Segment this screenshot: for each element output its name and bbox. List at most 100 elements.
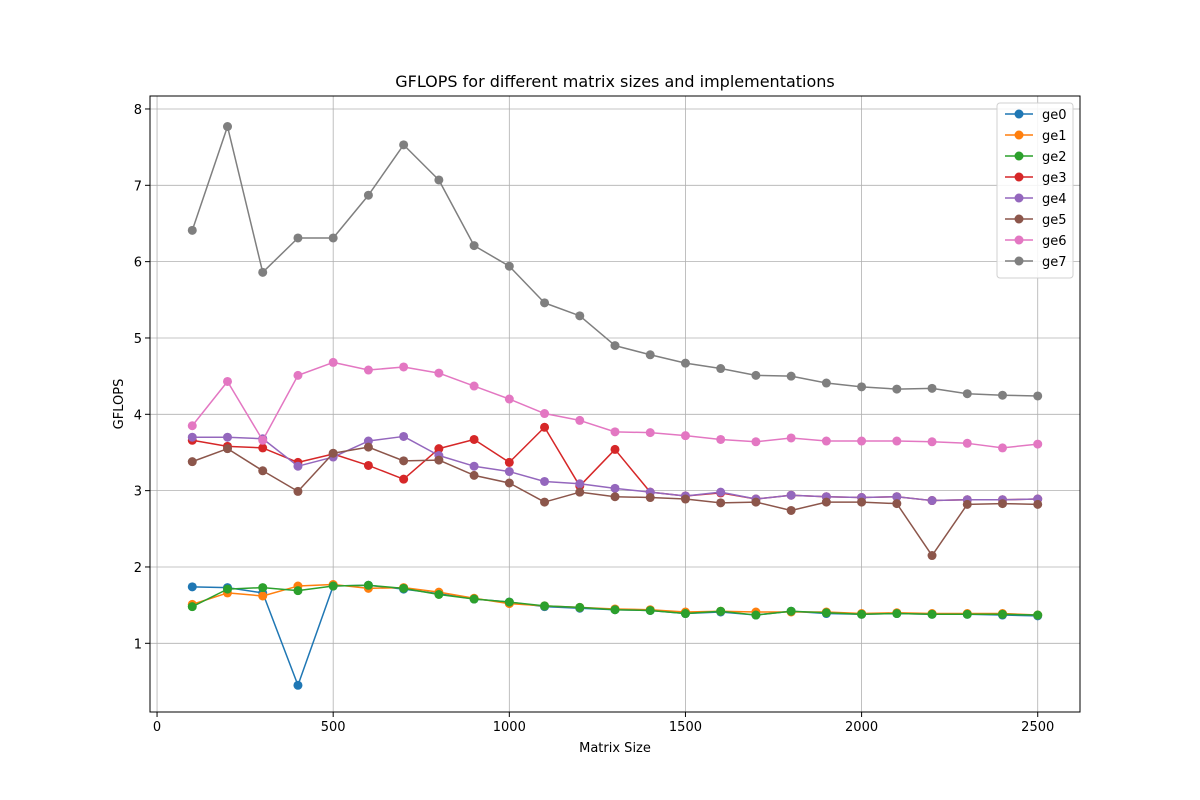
legend-item-ge7: ge7	[1005, 255, 1067, 270]
data-point-ge5	[223, 444, 232, 454]
data-point-ge6	[927, 437, 937, 447]
data-point-ge4	[187, 432, 197, 442]
data-point-ge5	[293, 486, 303, 496]
legend-swatch-marker	[1014, 109, 1024, 119]
data-point-ge4	[575, 479, 585, 489]
data-point-ge6	[821, 436, 831, 446]
data-point-ge1	[258, 591, 268, 601]
legend-swatch-marker	[1014, 256, 1024, 266]
data-point-ge2	[258, 583, 268, 593]
y-tick-label: 4	[134, 408, 142, 423]
data-point-ge2	[575, 602, 585, 612]
data-point-ge2	[892, 609, 902, 619]
data-point-ge0	[187, 582, 197, 592]
data-point-ge5	[821, 497, 831, 507]
data-point-ge7	[821, 378, 831, 388]
data-point-ge7	[962, 389, 972, 399]
data-point-ge5	[751, 497, 761, 507]
data-point-ge7	[469, 241, 479, 251]
legend-item-ge5: ge5	[1005, 213, 1067, 228]
legend-item-ge6: ge6	[1005, 234, 1067, 249]
data-point-ge2	[680, 609, 690, 619]
data-point-ge6	[399, 362, 409, 372]
data-point-ge7	[786, 371, 796, 381]
data-point-ge6	[328, 357, 338, 367]
data-point-ge2	[187, 602, 197, 612]
data-point-ge5	[962, 499, 972, 509]
y-axis: 1 2 3 4 5 6 7 8	[134, 103, 150, 652]
y-tick-label: 5	[134, 332, 142, 347]
y-tick-label: 2	[134, 561, 142, 576]
data-point-ge7	[328, 233, 338, 243]
data-point-ge6	[187, 421, 197, 431]
legend-label: ge0	[1042, 108, 1067, 123]
data-point-ge6	[223, 376, 232, 386]
data-point-ge6	[645, 428, 655, 438]
data-point-ge5	[927, 551, 937, 561]
series-ge7	[187, 122, 1043, 401]
data-point-ge5	[610, 492, 620, 502]
data-point-ge3	[258, 443, 268, 453]
legend-swatch-marker	[1014, 235, 1024, 245]
data-point-ge6	[293, 370, 303, 380]
data-point-ge6	[962, 438, 972, 448]
x-tick-label: 1000	[493, 720, 526, 735]
data-point-ge5	[998, 499, 1007, 509]
data-point-ge5	[1033, 499, 1043, 509]
legend-label: ge2	[1042, 150, 1067, 165]
data-point-ge7	[223, 122, 232, 132]
data-point-ge4	[504, 467, 514, 477]
data-point-ge4	[540, 476, 550, 486]
data-point-ge2	[399, 583, 409, 593]
data-point-ge2	[610, 605, 620, 615]
legend-label: ge7	[1042, 255, 1067, 270]
data-point-ge6	[1033, 439, 1043, 449]
data-point-ge3	[610, 444, 620, 454]
data-point-ge7	[258, 267, 268, 277]
data-point-ge3	[363, 460, 373, 470]
data-point-ge2	[504, 597, 514, 607]
data-point-ge7	[504, 261, 514, 271]
y-tick-label: 6	[134, 256, 142, 271]
x-tick-label: 500	[321, 720, 346, 735]
x-axis-label: Matrix Size	[579, 741, 651, 756]
data-point-ge6	[540, 409, 550, 419]
data-point-ge7	[927, 383, 937, 393]
data-point-ge2	[998, 609, 1007, 619]
data-point-ge5	[575, 487, 585, 497]
data-point-ge2	[645, 605, 655, 615]
legend: ge0 ge1 ge2 ge3 ge4 ge5 ge6 ge7	[996, 102, 1074, 279]
y-tick-label: 7	[134, 179, 142, 194]
data-point-ge4	[399, 431, 409, 441]
data-point-ge4	[223, 432, 232, 442]
data-point-ge6	[751, 437, 761, 447]
data-point-ge2	[1033, 610, 1043, 620]
data-point-ge5	[434, 455, 444, 465]
data-point-ge5	[328, 448, 338, 458]
legend-swatch-marker	[1014, 172, 1024, 182]
data-point-ge7	[293, 233, 303, 243]
data-point-ge7	[680, 358, 690, 368]
data-point-ge7	[998, 390, 1007, 400]
data-point-ge6	[857, 436, 867, 446]
data-point-ge2	[751, 610, 761, 620]
data-point-ge3	[540, 422, 550, 432]
legend-swatch-marker	[1014, 151, 1024, 161]
legend-label: ge3	[1042, 171, 1067, 186]
y-axis-label: GFLOPS	[112, 379, 127, 430]
data-point-ge6	[610, 427, 620, 437]
data-point-ge2	[857, 609, 867, 619]
series-ge2	[187, 580, 1043, 620]
data-point-ge5	[504, 478, 514, 488]
data-point-ge7	[363, 190, 373, 200]
data-point-ge7	[434, 175, 444, 185]
data-point-ge5	[363, 442, 373, 452]
data-point-ge7	[892, 384, 902, 394]
legend-label: ge4	[1042, 192, 1067, 207]
data-point-ge2	[469, 594, 479, 604]
data-point-ge5	[716, 498, 726, 508]
data-point-ge2	[434, 589, 444, 599]
data-point-ge6	[998, 443, 1007, 453]
data-point-ge5	[892, 499, 902, 509]
